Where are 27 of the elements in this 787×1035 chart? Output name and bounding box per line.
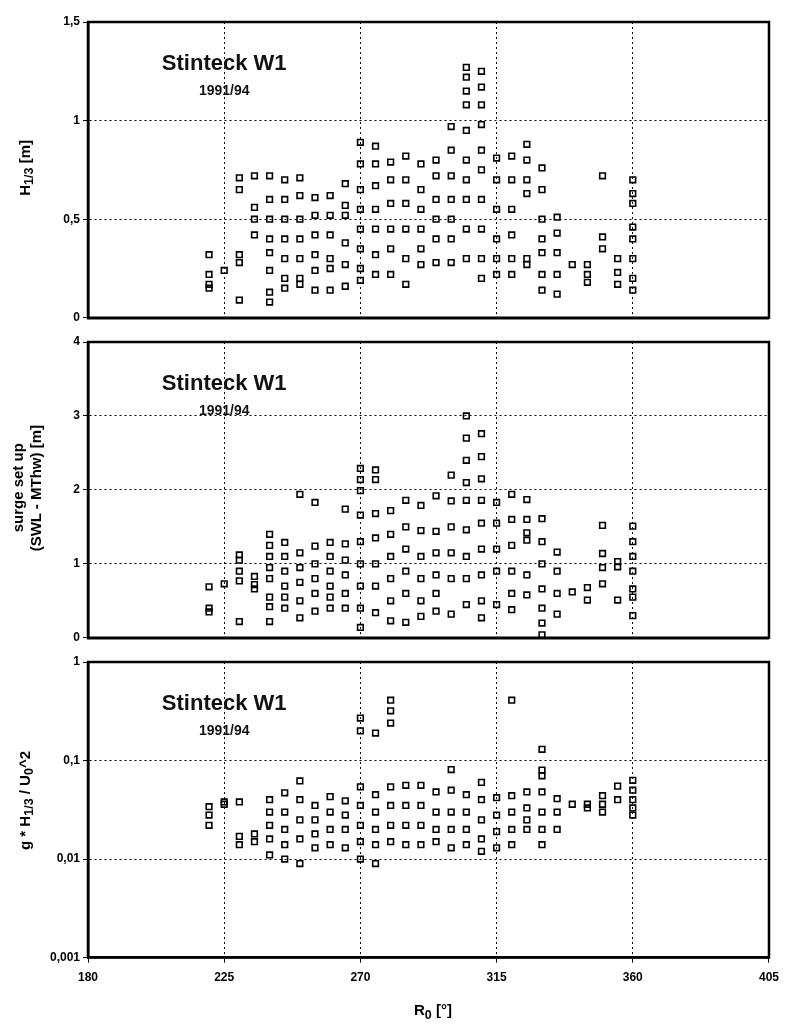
y-tick-label: 1 [73, 112, 81, 127]
x-tick-label: 225 [214, 970, 235, 985]
x-tick-label: 270 [350, 970, 371, 985]
y-tick-label: 4 [73, 334, 81, 349]
annotation: Stinteck W1 [161, 690, 287, 716]
annotation: Stinteck W1 [161, 370, 287, 396]
y-tick-label: 0 [73, 630, 81, 645]
x-tick-label: 360 [622, 970, 644, 985]
y-tick-label: 0,5 [63, 211, 81, 226]
y-tick-label: 1 [73, 556, 81, 571]
x-tick-label: 405 [758, 970, 780, 985]
y-tick-label: 1 [73, 654, 81, 669]
y-tick-label: 0 [73, 310, 81, 325]
y-tick-label: 0,01 [56, 851, 81, 866]
annotation: 1991/94 [198, 401, 250, 418]
x-axis-title: R$_{0}$ [°] [413, 1001, 453, 1022]
y-tick-label: 2 [73, 482, 81, 497]
annotation: Stinteck W1 [161, 50, 287, 76]
annotation: 1991/94 [198, 81, 250, 98]
x-tick-label: 315 [486, 970, 507, 985]
y-axis-title: surge set up (SWL - MThw) [m] [9, 424, 45, 552]
y-tick-label: 0,001 [49, 949, 81, 964]
annotation: 1991/94 [198, 721, 250, 738]
y-tick-label: 0,1 [63, 752, 81, 767]
y-tick-label: 3 [73, 408, 81, 423]
y-tick-label: 1,5 [63, 14, 81, 29]
x-tick-label: 180 [77, 970, 99, 985]
